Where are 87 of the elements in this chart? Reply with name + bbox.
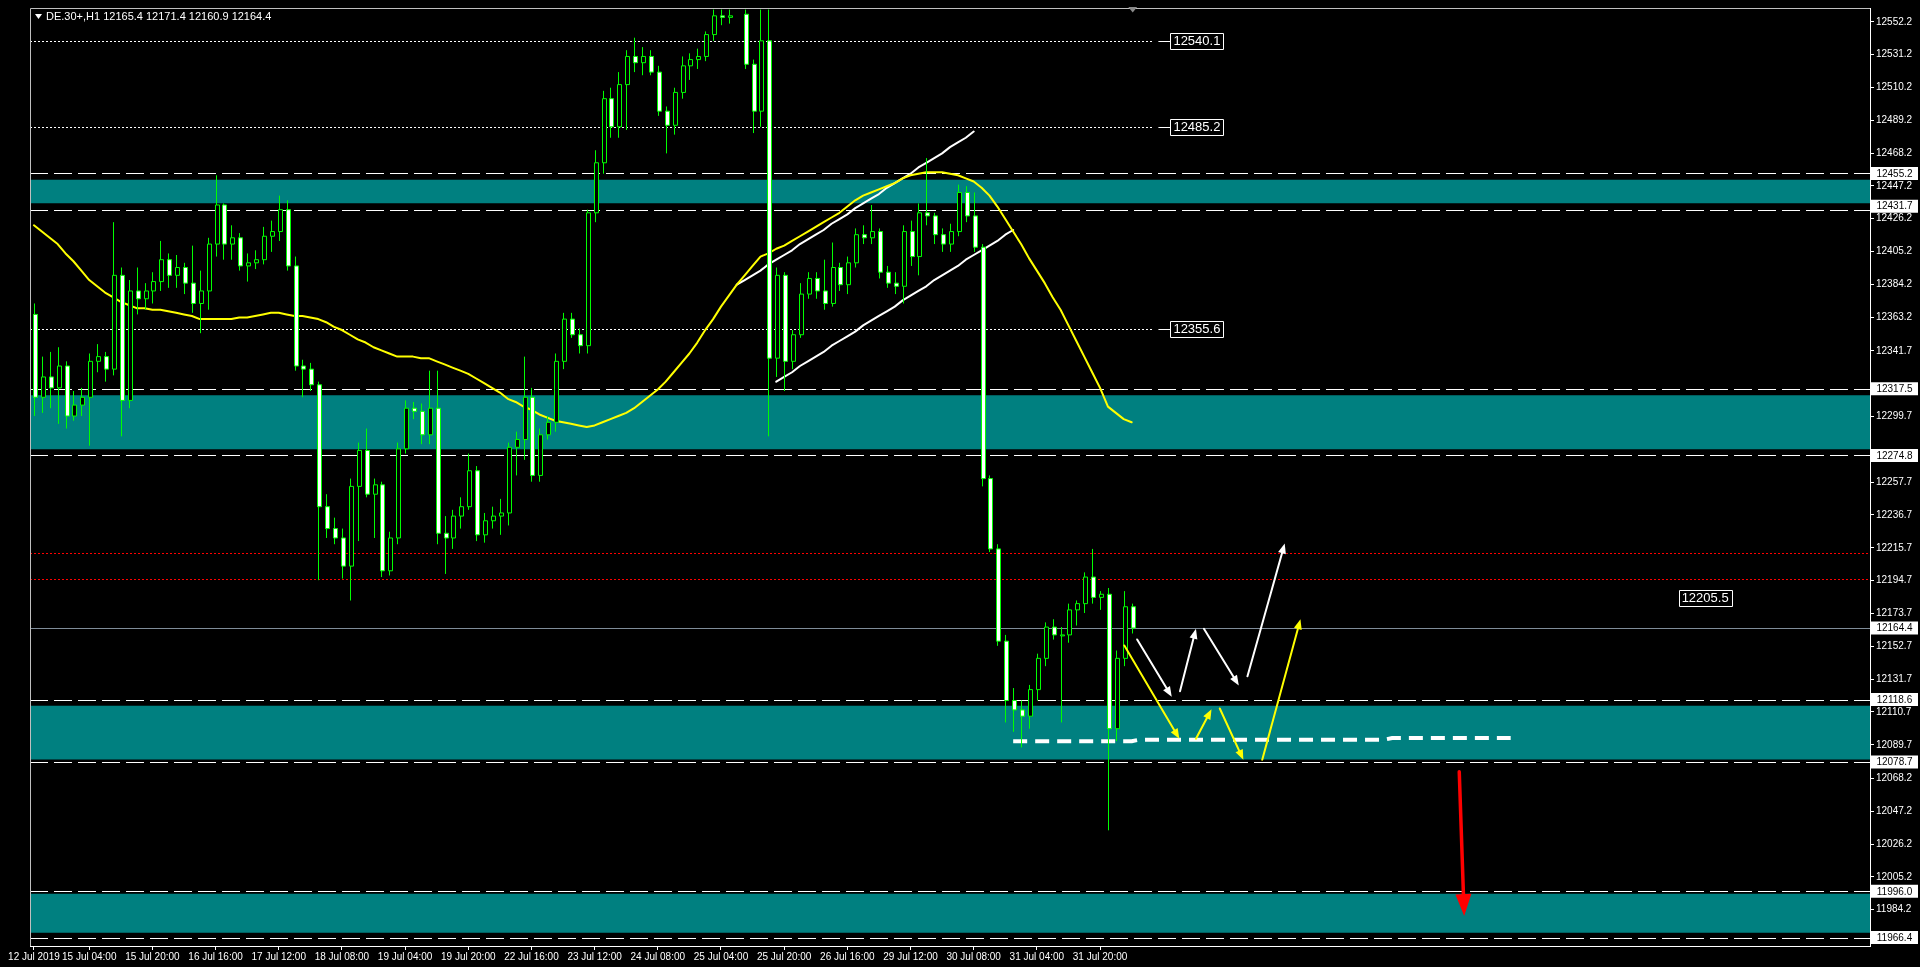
candlestick [128,279,133,409]
candlestick [823,259,828,311]
candlestick [1028,684,1033,730]
y-tick-label: 12426.2 [1876,212,1913,224]
candlestick [183,262,188,295]
x-tick-label: 30 Jul 08:00 [946,950,1002,962]
x-tick-label: 15 Jul 04:00 [61,950,117,962]
candlestick [791,329,796,370]
y-tick-label: 12236.7 [1876,508,1913,520]
candlestick [41,356,46,414]
candlestick [270,220,275,253]
candlestick [199,270,204,334]
candlestick [704,30,709,62]
candlestick [941,227,946,253]
ref-line-label: 12274.8 [1876,449,1914,461]
ref-line-label: 12317.5 [1876,382,1914,394]
candlestick [515,431,520,476]
x-tick-label: 24 Jul 08:00 [630,950,686,962]
x-tick-label: 12 Jul 2019 [8,950,61,962]
y-tick-label: 11984.2 [1876,903,1912,915]
candlestick [902,224,907,304]
chart-title: DE.30+,H1 12165.4 12171.4 12160.9 12164.4 [46,10,272,23]
ref-line-label: 11996.0 [1876,885,1913,897]
candlestick [104,351,109,383]
x-tick-label: 22 Jul 16:00 [504,950,560,962]
ref-line-label: 12540.1 [1173,32,1221,48]
candlestick [341,528,346,580]
x-tick-label: 15 Jul 20:00 [125,950,181,962]
ref-line-label: 12118.6 [1876,693,1913,705]
y-tick-label: 12552.2 [1876,15,1913,27]
y-tick-label: 12468.2 [1876,146,1913,158]
y-tick-label: 12026.2 [1876,837,1913,849]
y-tick-label: 12363.2 [1876,310,1913,322]
x-tick-label: 17 Jul 12:00 [251,950,307,962]
y-tick-label: 12384.2 [1876,278,1913,290]
x-tick-label: 23 Jul 12:00 [567,950,623,962]
candlestick [175,254,180,289]
x-tick-label: 29 Jul 12:00 [883,950,939,962]
candlestick [996,543,1001,647]
candlestick [1123,590,1128,667]
y-tick-label: 12005.2 [1876,870,1913,882]
y-tick-label: 12089.7 [1876,738,1913,750]
candlestick [949,223,954,253]
candlestick [681,55,686,100]
y-tick-label: 12215.7 [1876,541,1913,553]
ref-line-label: 12078.7 [1876,756,1914,768]
y-tick-label: 12173.7 [1876,607,1913,619]
y-tick-label: 12510.2 [1876,81,1913,93]
candlestick [831,242,836,308]
ref-line-label: 12485.2 [1173,118,1221,134]
ref-line-label: 12355.6 [1173,321,1221,337]
x-tick-label: 19 Jul 04:00 [377,950,433,962]
annotation: 12205.5 [1681,590,1729,606]
candlestick [167,252,172,289]
x-tick-label: 26 Jul 16:00 [820,950,876,962]
ref-line-label: 12164.4 [1876,622,1914,634]
y-tick-label: 12068.2 [1876,772,1913,784]
y-tick-label: 12257.7 [1876,475,1913,487]
y-tick-label: 12047.2 [1876,804,1913,816]
y-tick-label: 12531.2 [1876,48,1913,60]
ref-line-label: 11966.4 [1876,931,1913,943]
y-tick-label: 12447.2 [1876,179,1913,191]
candlestick [878,227,883,279]
x-tick-label: 25 Jul 04:00 [693,950,749,962]
y-tick-label: 12194.7 [1876,574,1913,586]
candlestick [373,478,378,539]
y-tick-label: 12299.7 [1876,410,1913,422]
y-tick-label: 12152.7 [1876,640,1913,652]
y-tick-label: 12405.2 [1876,245,1913,257]
y-tick-label: 12110.7 [1876,705,1912,717]
ref-line-label: 12455.2 [1876,167,1914,179]
y-tick-label: 12489.2 [1876,114,1913,125]
candlestick [96,343,101,373]
candlestick [538,428,543,483]
x-tick-label: 18 Jul 08:00 [314,950,370,962]
candlestick [499,498,504,536]
candlestick [459,496,464,530]
x-tick-label: 31 Jul 04:00 [1009,950,1065,962]
y-tick-label: 12341.7 [1876,344,1913,356]
x-tick-label: 19 Jul 20:00 [441,950,496,962]
candlestick [759,9,764,128]
y-tick-label: 12131.7 [1876,672,1913,684]
candlestick [230,224,235,261]
x-tick-label: 16 Jul 16:00 [188,950,244,962]
ref-line-label: 12431.7 [1876,200,1914,212]
x-tick-label: 31 Jul 20:00 [1072,950,1128,962]
x-tick-label: 25 Jul 20:00 [756,950,812,962]
